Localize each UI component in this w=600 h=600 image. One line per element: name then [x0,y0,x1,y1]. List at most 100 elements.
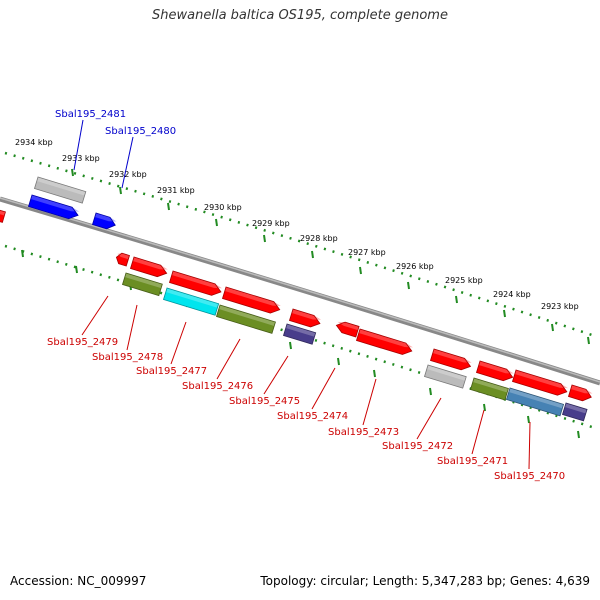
gene-box [561,402,588,422]
gene-highlight [30,195,80,212]
gene-label-upper: Sbal195_2480 [105,126,176,137]
tick-label: 2933 kbp [62,154,100,163]
gene-outline [335,321,360,338]
gene-label-lower: Sbal195_2471 [437,456,508,467]
lower-tick-mark [337,357,340,366]
gene-label-lower: Sbal195_2476 [182,381,253,392]
gene-outline [27,194,79,220]
gene-outline [129,256,168,278]
accession-text: Accession: NC_009997 [10,574,147,588]
track-guides [4,151,596,430]
tick-mark [359,266,362,275]
label-leader [362,378,377,426]
gene-box [469,377,509,401]
position-ticks: 2934 kbp 2933 kbp 2932 kbp 2931 kbp 2930 kbp… [15,138,590,439]
gene-highlight [224,287,281,306]
gene-arrow [355,328,413,355]
tick-mark [551,323,554,332]
gene-outline [423,364,467,389]
gene-highlight [36,177,86,196]
label-leader [528,421,531,470]
lower-tick-mark [373,369,376,378]
gene-box [33,176,87,204]
tick-mark [215,218,218,227]
lower-tick-mark [483,403,486,412]
gene-arrow [429,348,472,371]
backbone-highlight [0,197,600,383]
tick-label: 2931 kbp [157,186,195,195]
genome-backbone [0,196,600,386]
gene-highlight [291,309,322,320]
gene-arrow [27,194,80,220]
gene-highlight [337,321,360,331]
tick-label: 2932 kbp [109,170,147,179]
gene-outline [288,308,321,328]
gene-outline [168,270,222,296]
gene-arrow [91,212,117,230]
label-leader [81,295,109,336]
tick-label: 2928 kbp [300,234,338,243]
gene-arrow [335,321,360,338]
tick-mark [167,202,170,211]
label-leader [216,338,241,380]
label-leader [416,397,442,440]
upper-guide-line [4,151,596,338]
tick-mark [263,234,266,243]
label-leader [263,355,289,395]
gene-highlight [0,209,6,216]
gene-arrow [0,208,6,223]
label-leader [73,119,84,171]
tick-mark [119,186,122,195]
gene-outline [221,286,281,314]
gene-box [282,323,317,345]
gene-label-lower: Sbal195_2474 [277,411,348,422]
label-leader [170,321,187,365]
gene-highlight [472,378,509,393]
gene-outline [115,252,130,267]
gene-box [215,304,276,334]
gene-label-lower: Sbal195_2473 [328,427,399,438]
map-title: Shewanella baltica OS195, complete genom… [152,8,448,23]
gene-outline [0,208,6,223]
gene-outline [475,360,514,382]
gene-highlight [171,271,223,289]
lower-tick-mark [577,430,580,439]
gene-highlight [514,370,568,389]
gene-outline [505,387,565,417]
gene-arrow [288,308,322,328]
tick-mark [71,168,74,177]
tick-label: 2934 kbp [15,138,53,147]
gene-label-lower: Sbal195_2478 [92,352,163,363]
gene-label-lower: Sbal195_2479 [47,337,118,348]
gene-arrow [567,384,593,402]
gene-outline [121,272,163,297]
gene-highlight [508,388,564,409]
tick-label: 2926 kbp [396,262,434,271]
gene-box [505,387,565,417]
gene-highlight [426,365,467,381]
label-leader [311,367,336,410]
gene-arrow [511,369,568,396]
gene-highlight [218,305,276,326]
gene-highlight [358,329,413,348]
genome-summary: Topology: circular; Length: 5,347,283 bp… [260,574,590,588]
gene-label-lower: Sbal195_2470 [494,471,565,482]
lower-tick-mark [21,249,24,258]
gene-highlight [564,403,588,414]
gene-outline [215,304,276,334]
gene-label-lower: Sbal195_2475 [229,396,300,407]
lower-tick-mark [527,415,530,424]
gene-highlight [285,324,316,337]
gene-highlight [132,257,168,270]
tick-label: 2924 kbp [493,290,531,299]
label-leader [121,136,134,189]
gene-arrow [115,252,130,267]
gene-outline [282,323,317,345]
label-leader [471,409,485,455]
gene-outline [469,377,509,401]
backbone-line [0,196,600,386]
gene-outline [561,402,588,422]
label-leader [126,304,138,351]
tick-label: 2925 kbp [445,276,483,285]
